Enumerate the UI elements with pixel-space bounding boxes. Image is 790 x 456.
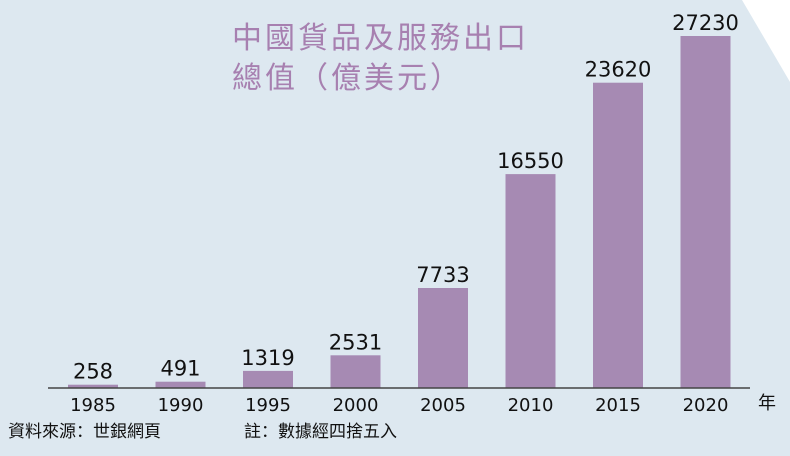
value-label-2010: 16550 bbox=[497, 149, 564, 173]
bar-2000 bbox=[330, 355, 381, 388]
value-label-1985: 258 bbox=[73, 360, 113, 384]
tick-label-1995: 1995 bbox=[245, 395, 291, 416]
tick-label-1985: 1985 bbox=[70, 395, 116, 416]
bar-2010 bbox=[505, 174, 556, 388]
bar-1985 bbox=[68, 384, 118, 388]
bar-2005 bbox=[418, 288, 468, 388]
x-tick-labels: 1985 1990 1995 2000 2005 2010 2015 2020 bbox=[70, 395, 728, 416]
rounding-note: 註：數據經四捨五入 bbox=[244, 422, 397, 442]
bar-2020 bbox=[680, 36, 731, 388]
chart-title-line-1: 中國貨品及服務出口 bbox=[232, 21, 529, 56]
value-label-1995: 1319 bbox=[241, 346, 294, 370]
tick-label-2015: 2015 bbox=[595, 395, 641, 416]
tick-label-2010: 2010 bbox=[508, 395, 554, 416]
bar-1995 bbox=[243, 370, 293, 388]
x-axis-unit: 年 bbox=[758, 393, 776, 414]
tick-label-1990: 1990 bbox=[158, 395, 204, 416]
value-label-2005: 7733 bbox=[416, 263, 469, 287]
source-note: 資料來源：世銀網頁 bbox=[8, 422, 161, 442]
chart-title-line-2: 總值（億美元） bbox=[232, 61, 463, 96]
bar-1990 bbox=[155, 381, 206, 388]
corner-decoration bbox=[742, 0, 790, 82]
value-labels-layer: 258 491 1319 2531 7733 16550 23620 27230 bbox=[73, 11, 739, 384]
tick-label-2020: 2020 bbox=[683, 395, 729, 416]
value-label-2000: 2531 bbox=[329, 330, 382, 354]
tick-label-2005: 2005 bbox=[420, 395, 466, 416]
value-label-1990: 491 bbox=[160, 357, 200, 381]
bar-2015 bbox=[593, 82, 643, 388]
value-label-2015: 23620 bbox=[585, 58, 652, 82]
bars-layer bbox=[68, 36, 731, 388]
tick-label-2000: 2000 bbox=[333, 395, 379, 416]
value-label-2020: 27230 bbox=[672, 11, 739, 35]
